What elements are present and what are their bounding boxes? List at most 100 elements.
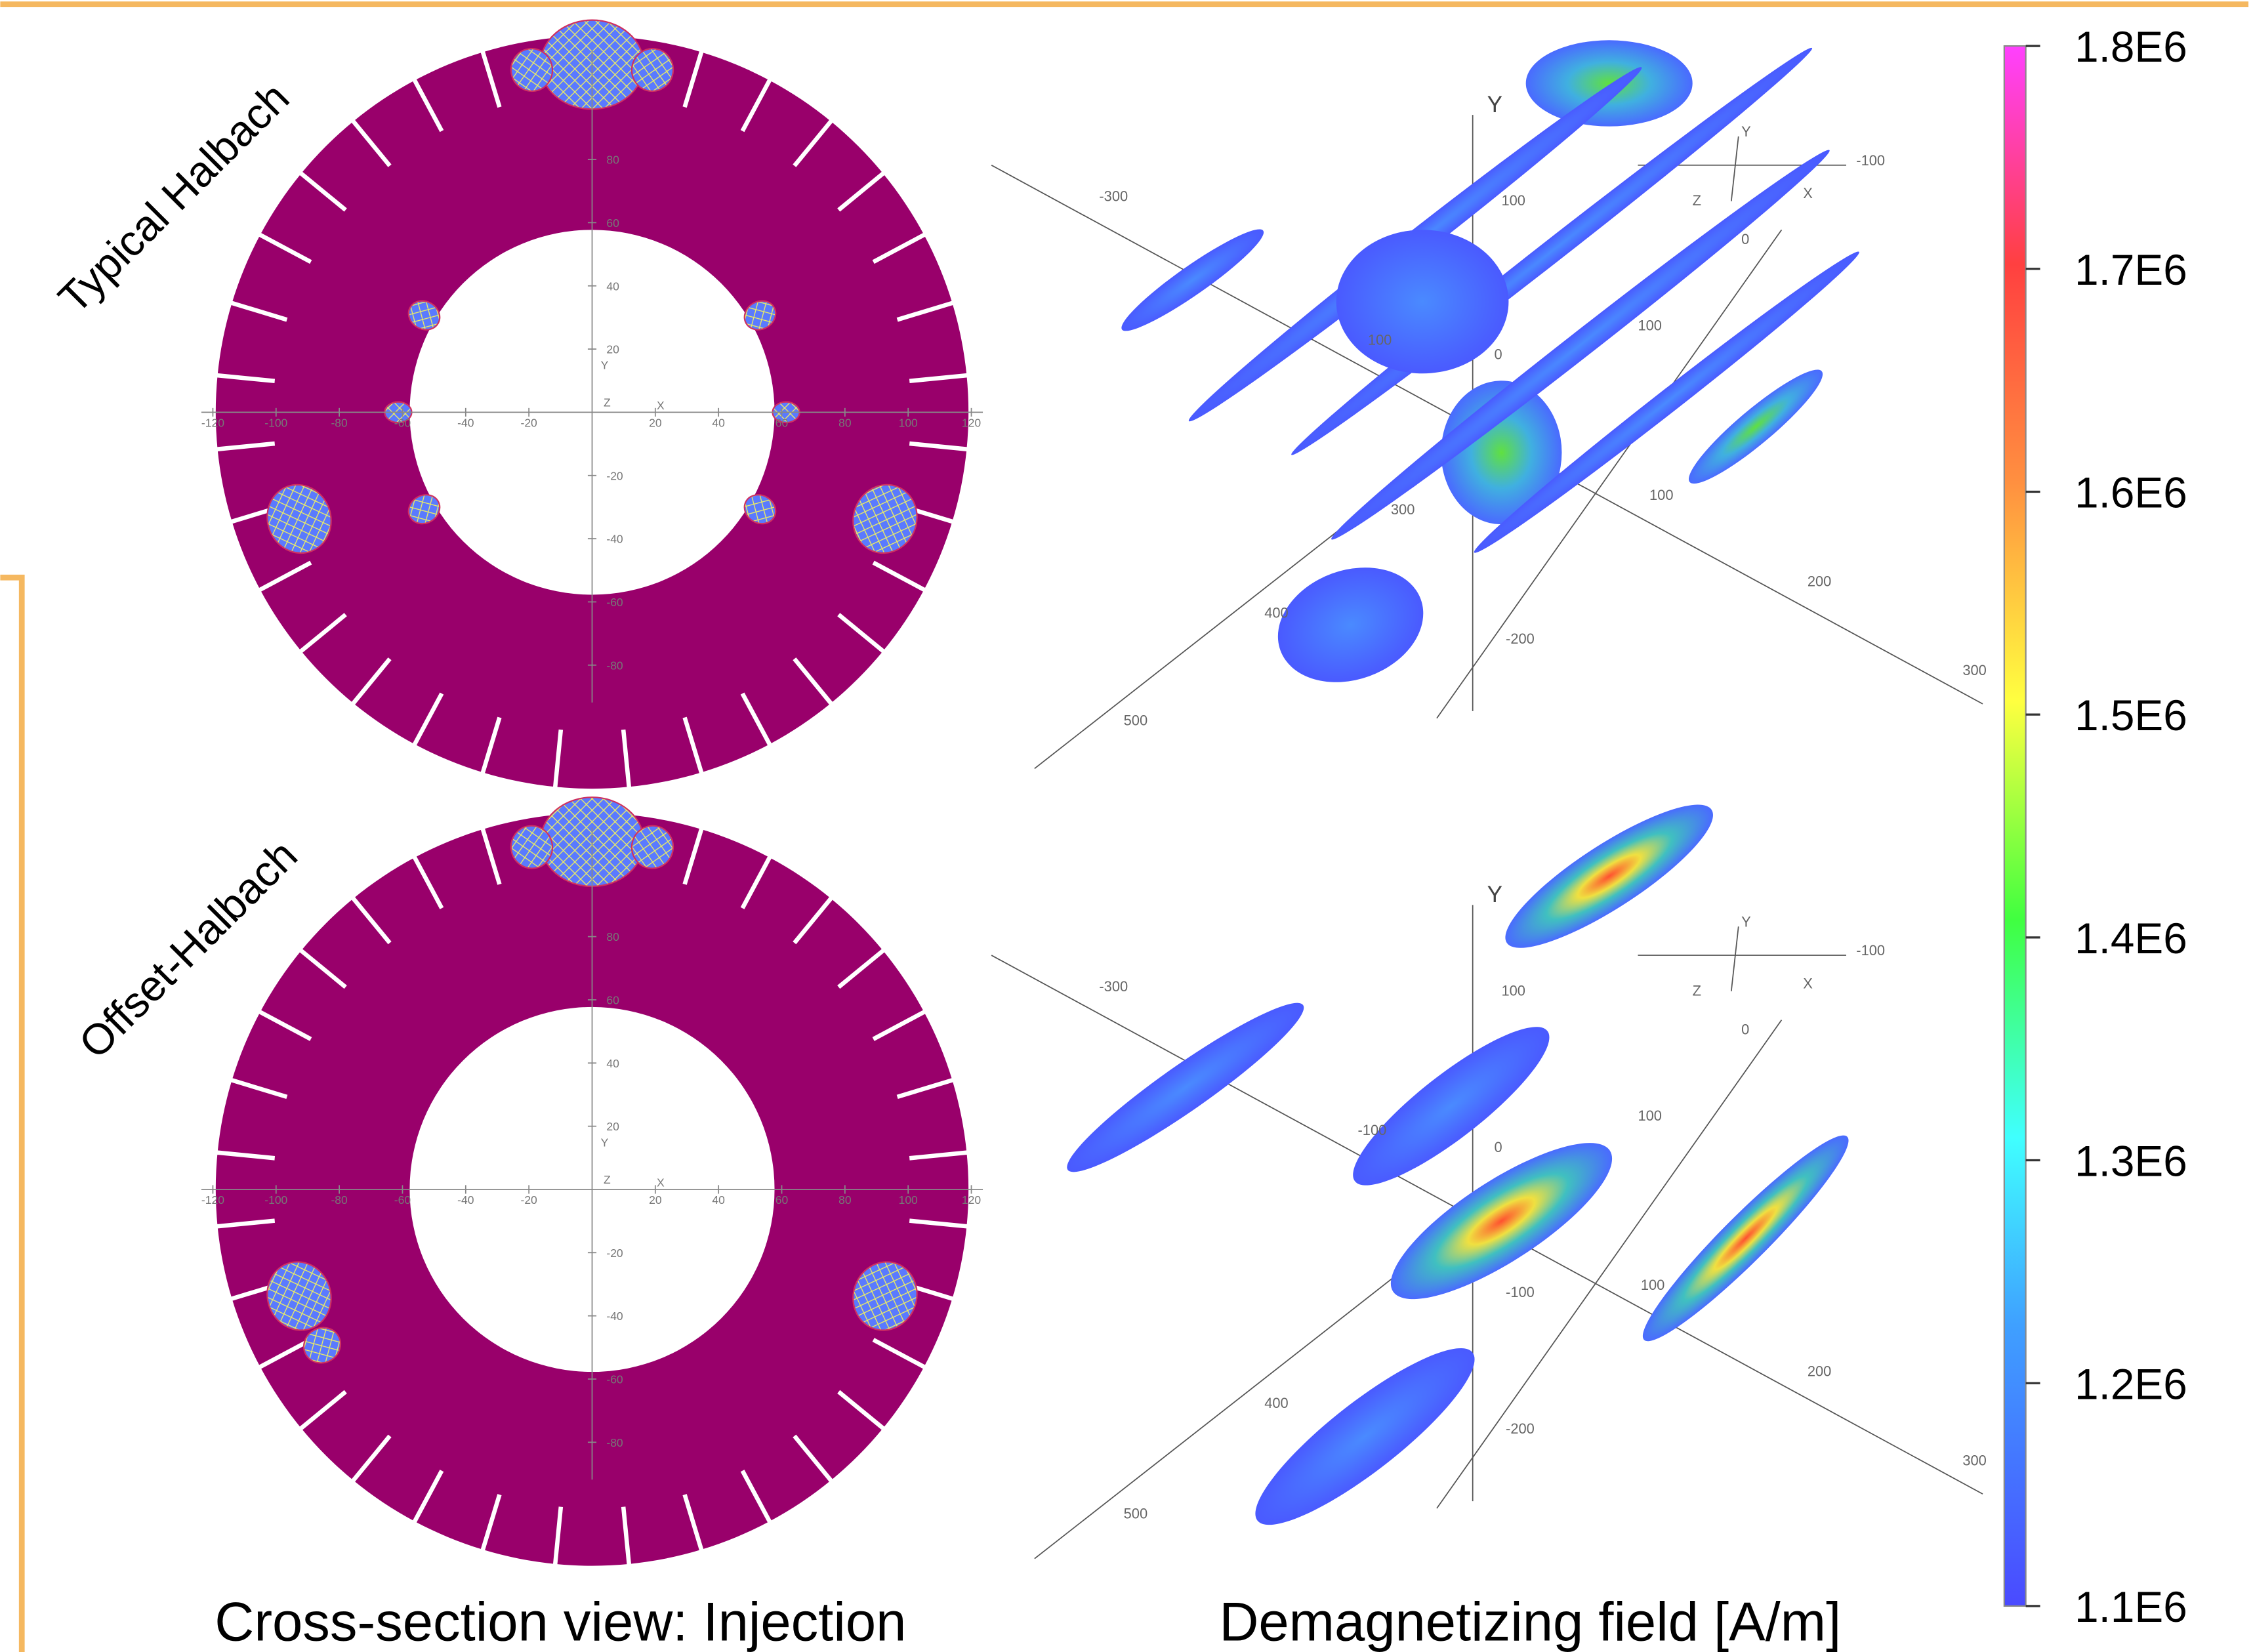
- axis-letter: Z: [1693, 982, 1701, 999]
- x-tick-label: -60: [394, 1193, 411, 1207]
- field-region: [1489, 783, 1729, 970]
- axis-letter: X: [657, 1176, 665, 1189]
- x-tick-label: 60: [775, 416, 789, 429]
- x-tick-label: 60: [775, 1193, 789, 1207]
- x-tick-label: -20: [520, 416, 537, 429]
- x-tick-label: 40: [712, 1193, 725, 1207]
- y-tick-label: -60: [606, 1373, 623, 1386]
- colorbar-label: 1.7E6: [2075, 246, 2187, 294]
- x-tick-label: 40: [712, 416, 725, 429]
- figure: -120 -100 -80 -60 -40 -20 20 40 60 80 100 120 80 60 40…: [0, 0, 2253, 1652]
- x-tick-label: 120: [962, 1193, 981, 1207]
- caption: Cross-section view: Injection: [215, 1591, 906, 1652]
- field-region: [1054, 986, 1316, 1189]
- x-tick-label: -20: [520, 1193, 537, 1207]
- x-tick-label: 20: [649, 1193, 662, 1207]
- axis-3d-label: 100: [1501, 982, 1525, 999]
- axis-3d-label: 100: [1649, 487, 1674, 503]
- axis-letter: Y: [601, 1136, 609, 1149]
- x-tick-label: -40: [457, 416, 474, 429]
- colorbar-label: 1.8E6: [2075, 23, 2187, 71]
- axis-3d-label: -200: [1506, 630, 1535, 647]
- x-tick-label: -40: [457, 1193, 474, 1207]
- field-region: [1262, 548, 1439, 701]
- colorbar-label: 1.2E6: [2075, 1360, 2187, 1408]
- frame: [0, 577, 22, 1652]
- x-tick-label: 100: [899, 416, 918, 429]
- axis-3d-label: 0: [1741, 1021, 1749, 1037]
- y-tick-label: -40: [606, 533, 623, 546]
- axis-3d-label: 300: [1962, 1452, 1987, 1468]
- axis-3d-label: -200: [1506, 1420, 1535, 1437]
- colorbar-label: 1.3E6: [2075, 1138, 2187, 1186]
- axis-3d-label: 100: [1638, 1107, 1662, 1124]
- colorbar-label: 1.4E6: [2075, 915, 2187, 962]
- axis-3d-label: -300: [1099, 188, 1128, 205]
- axis-3d: [1731, 926, 1739, 991]
- field-region: [1336, 230, 1509, 373]
- colorbar: [2004, 46, 2026, 1606]
- axis-3d-label: -100: [1856, 942, 1885, 959]
- y-tick-label: -80: [606, 659, 623, 672]
- axis-3d-label: 400: [1264, 1395, 1289, 1411]
- field-region: [1628, 1121, 1863, 1356]
- y-tick-label: -60: [606, 596, 623, 609]
- y-tick-label: -20: [606, 469, 623, 482]
- x-tick-label: -80: [331, 1193, 348, 1207]
- x-tick-label: -100: [264, 416, 287, 429]
- axis-3d: [1731, 136, 1739, 201]
- axis-letter: Y: [1741, 123, 1751, 140]
- x-tick-label: -120: [201, 416, 224, 429]
- axis-letter: Z: [1693, 192, 1701, 209]
- y-tick-label: 60: [606, 994, 619, 1007]
- caption: Demagnetizing field [A/m]: [1219, 1591, 1841, 1652]
- axis-3d-label: -100: [1856, 152, 1885, 169]
- axis-3d-label: 500: [1124, 712, 1148, 729]
- field-region: [1236, 1325, 1494, 1548]
- x-tick-label: -100: [264, 1193, 287, 1207]
- axis-letter: Y: [1487, 882, 1502, 907]
- axis-letter: Z: [604, 1173, 611, 1186]
- x-tick-label: 100: [899, 1193, 918, 1207]
- x-tick-label: -80: [331, 416, 348, 429]
- x-tick-label: 120: [962, 416, 981, 429]
- x-tick-label: 20: [649, 416, 662, 429]
- y-tick-label: 60: [606, 217, 619, 230]
- axis-letter: Y: [1487, 92, 1502, 117]
- axis-letter: Y: [1741, 913, 1751, 930]
- axis-3d-label: 0: [1495, 1139, 1502, 1155]
- axis-3d-label: 100: [1501, 192, 1525, 209]
- y-tick-label: -40: [606, 1310, 623, 1323]
- axis-3d-label: 0: [1495, 346, 1502, 362]
- y-tick-label: 40: [606, 279, 619, 293]
- colorbar-label: 1.1E6: [2075, 1583, 2187, 1631]
- y-tick-label: -80: [606, 1436, 623, 1449]
- colorbar-label: 1.6E6: [2075, 469, 2187, 517]
- colorbar-label: 1.5E6: [2075, 692, 2187, 739]
- axis-3d-label: 300: [1391, 501, 1415, 518]
- y-tick-label: 20: [606, 343, 619, 356]
- axis-3d-label: -100: [1358, 1122, 1387, 1138]
- y-tick-label: 80: [606, 930, 619, 943]
- axis-3d-label: -100: [1506, 1284, 1535, 1300]
- x-tick-label: -120: [201, 1193, 224, 1207]
- axis-3d-label: 300: [1962, 662, 1987, 678]
- axis-3d-label: 500: [1124, 1505, 1148, 1521]
- axis-3d-label: 100: [1638, 318, 1662, 334]
- x-tick-label: 80: [838, 416, 852, 429]
- y-tick-label: 80: [606, 154, 619, 167]
- y-tick-label: -20: [606, 1247, 623, 1260]
- axis-3d-label: -300: [1099, 978, 1128, 995]
- axis-3d-label: 0: [1741, 231, 1749, 247]
- axis-letter: X: [1803, 185, 1813, 201]
- y-tick-label: 20: [606, 1120, 619, 1133]
- axis-letter: X: [1803, 975, 1813, 991]
- axis-letter: Y: [601, 359, 609, 372]
- axis-3d-label: 200: [1808, 1363, 1831, 1380]
- axis-letter: X: [657, 399, 665, 412]
- axis-3d-label: 100: [1641, 1277, 1665, 1293]
- field-region: [1114, 219, 1271, 342]
- axis-3d-label: 400: [1264, 605, 1289, 621]
- axis-3d-label: 200: [1808, 573, 1831, 589]
- x-tick-label: 80: [838, 1193, 852, 1207]
